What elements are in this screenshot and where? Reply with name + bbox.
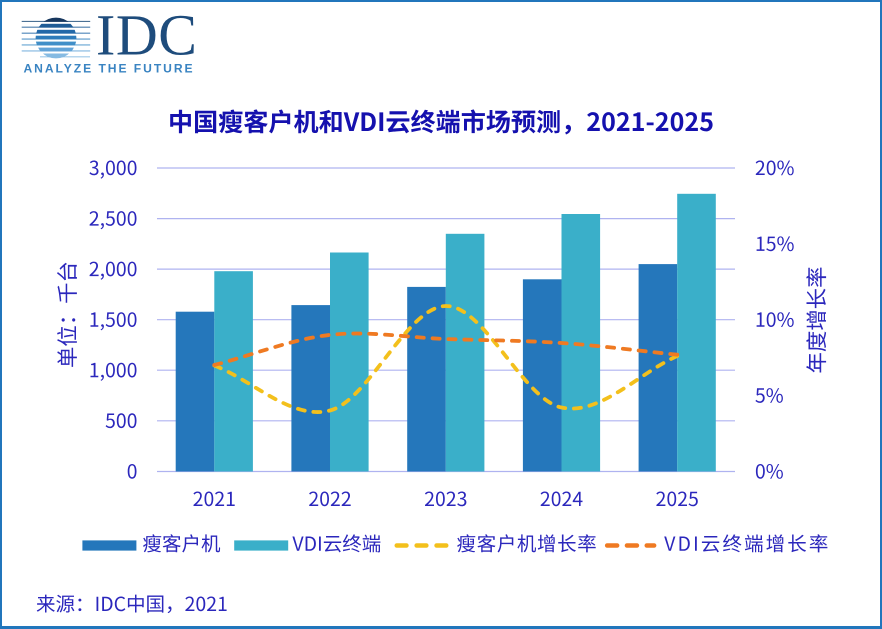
svg-text:IDC: IDC: [96, 3, 197, 68]
svg-text:ANALYZE THE FUTURE: ANALYZE THE FUTURE: [24, 62, 195, 76]
